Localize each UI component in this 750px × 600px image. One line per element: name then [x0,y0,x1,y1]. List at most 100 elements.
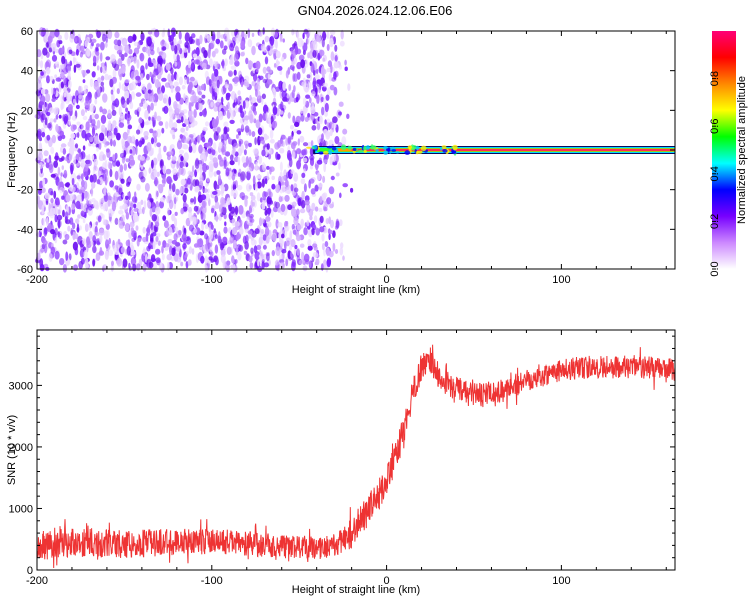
noise-blob [281,233,285,239]
noise-blob [182,243,187,250]
noise-blob [244,197,248,207]
noise-blob [158,121,164,126]
noise-blob [186,136,191,141]
noise-blob [183,152,189,162]
noise-blob [142,236,147,243]
noise-blob [188,81,193,91]
noise-blob [67,104,73,112]
noise-blob [60,172,63,177]
noise-blob [129,221,135,228]
noise-blob [165,121,169,130]
noise-blob [42,177,46,188]
noise-blob [130,209,134,216]
noise-blob [152,157,158,166]
noise-blob [287,136,291,145]
noise-blob [221,59,225,69]
noise-blob [211,50,216,58]
noise-blob [161,245,164,254]
carrier-speckle [340,144,347,151]
noise-blob [272,106,278,116]
noise-blob [302,97,307,106]
noise-blob [237,90,241,96]
noise-blob [207,49,211,59]
noise-blob [126,98,130,105]
noise-blob [39,101,45,106]
carrier-speckle [305,146,312,149]
noise-blob [250,194,256,201]
noise-blob [96,43,100,48]
noise-blob [321,233,325,242]
noise-blob [193,196,197,205]
noise-blob [321,243,325,251]
noise-blob [207,148,212,155]
noise-blob [184,99,190,106]
noise-blob [242,100,246,110]
noise-blob [328,122,331,131]
noise-blob [97,215,102,223]
carrier-speckle [441,145,447,150]
noise-blob [111,93,115,103]
noise-blob [127,192,130,197]
noise-blob [215,115,219,126]
noise-blob [334,44,338,52]
noise-blob [105,36,108,44]
noise-blob [180,261,184,267]
y-tick-label: 3000 [9,380,33,392]
noise-blob [40,88,46,95]
noise-blob [47,35,53,44]
noise-blob [161,253,165,261]
noise-blob [99,234,103,244]
noise-blob [75,48,79,56]
y-tick-label: 60 [21,26,33,38]
noise-blob [326,43,330,52]
noise-blob [188,246,193,254]
noise-blob [91,154,95,161]
x-tick-label: -200 [26,274,48,286]
noise-blob [317,183,324,188]
noise-blob [332,242,336,252]
noise-blob [50,246,56,255]
noise-blob [57,166,61,176]
noise-blob [296,224,302,231]
noise-blob [179,134,183,139]
noise-blob [70,138,75,148]
noise-blob [212,157,218,164]
noise-blob [162,165,167,175]
noise-blob [150,137,155,145]
noise-blob [291,201,297,207]
noise-blob [282,81,287,91]
spectrogram-noise-cloud [34,27,354,274]
noise-blob [195,38,199,46]
noise-blob [54,237,58,244]
noise-blob [251,131,256,137]
noise-blob [139,102,144,107]
noise-blob [75,187,79,193]
noise-blob [174,211,178,216]
noise-blob [254,262,258,270]
noise-blob [190,198,194,203]
noise-blob [108,249,114,256]
noise-blob [125,239,130,247]
noise-blob [278,231,283,240]
noise-blob [211,92,216,100]
noise-blob [261,149,266,157]
noise-blob [56,214,63,221]
noise-blob [150,95,155,103]
noise-blob [118,187,123,196]
noise-blob [264,135,270,140]
noise-blob [204,255,208,264]
noise-blob [251,104,256,112]
noise-blob [200,212,206,221]
noise-blob [296,31,300,41]
noise-blob [253,110,257,116]
noise-blob [340,242,344,249]
noise-blob [142,246,146,257]
noise-blob [234,46,239,54]
noise-blob [228,70,233,77]
noise-blob [267,73,271,80]
noise-blob [180,207,184,215]
noise-blob [326,68,331,73]
noise-blob [99,106,103,113]
noise-blob [114,251,119,255]
noise-blob [161,179,166,184]
